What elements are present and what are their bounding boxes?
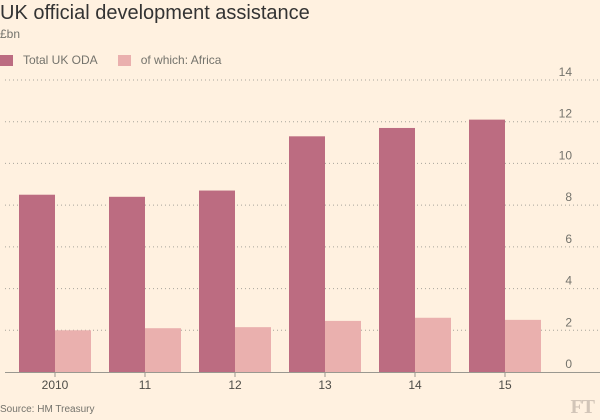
bar-africa xyxy=(55,330,91,372)
bar-total-oda xyxy=(109,196,145,372)
legend-swatch-total xyxy=(0,54,13,66)
legend-label-total: Total UK ODA xyxy=(23,53,98,67)
bar-africa xyxy=(415,317,451,372)
y-tick-label: 0 xyxy=(565,357,572,371)
legend-item-total: Total UK ODA xyxy=(0,53,98,67)
bar-total-oda xyxy=(469,119,505,372)
x-tick-label: 11 xyxy=(139,378,152,392)
chart-unit-label: £bn xyxy=(0,27,21,41)
bar-africa xyxy=(505,319,541,372)
legend-label-africa: of which: Africa xyxy=(140,53,222,67)
chart-title: UK official development assistance xyxy=(0,2,310,24)
x-tick-label: 13 xyxy=(318,378,332,392)
legend-item-africa: of which: Africa xyxy=(117,53,222,67)
source-note: Source: HM Treasury xyxy=(0,404,95,415)
x-tick-label: 15 xyxy=(498,378,512,392)
y-tick-label: 10 xyxy=(559,148,573,162)
y-tick-label: 2 xyxy=(565,315,572,329)
x-tick-label: 12 xyxy=(228,378,242,392)
bar-total-oda xyxy=(289,136,325,372)
y-tick-label: 14 xyxy=(559,65,573,79)
bar-total-oda xyxy=(199,190,235,372)
legend: Total UK ODA of which: Africa xyxy=(0,53,241,67)
bar-total-oda xyxy=(379,127,415,372)
bar-africa xyxy=(235,327,271,372)
legend-swatch-africa xyxy=(117,54,131,66)
x-tick-label: 14 xyxy=(408,378,422,392)
y-tick-label: 4 xyxy=(565,274,572,288)
x-tick-label: 2010 xyxy=(42,378,69,392)
y-tick-label: 12 xyxy=(559,107,573,121)
y-tick-label: 8 xyxy=(565,190,572,204)
bar-africa xyxy=(325,320,361,372)
bar-total-oda xyxy=(19,194,55,372)
ft-logo: FT xyxy=(570,396,595,418)
bar-africa xyxy=(145,328,181,372)
y-tick-label: 6 xyxy=(565,232,572,246)
